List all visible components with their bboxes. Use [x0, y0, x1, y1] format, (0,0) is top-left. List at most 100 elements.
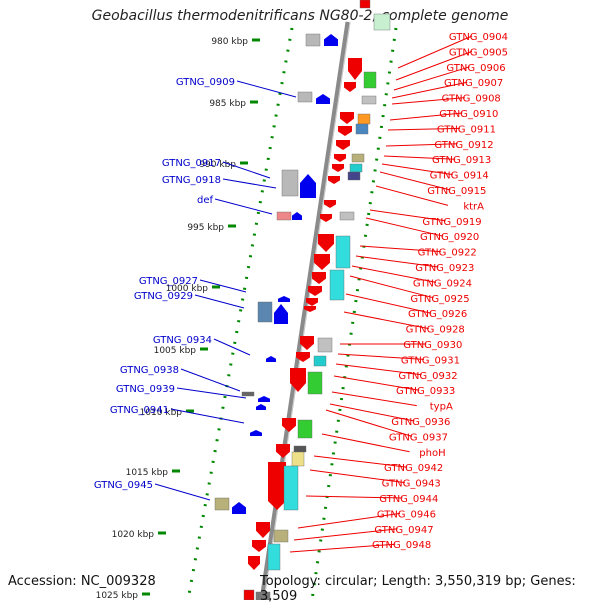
leader-line [383, 155, 456, 160]
feature-arrow [232, 502, 246, 514]
gene-label-gtng-0947[interactable]: GTNG_0947 [374, 525, 433, 536]
gene-label-gtng-0945[interactable]: GTNG_0945 [94, 480, 153, 491]
leader-line [359, 245, 441, 253]
gene-label-gtng-0905[interactable]: GTNG_0905 [449, 47, 508, 58]
gene-label-gtng-0910[interactable]: GTNG_0910 [439, 109, 498, 120]
scale-label-1000-kbp: 1000 kbp [166, 284, 209, 294]
gene-label-gtng-0936[interactable]: GTNG_0936 [391, 417, 450, 428]
feature-box [335, 235, 351, 269]
leader-line [213, 338, 251, 356]
gene-label-gtng-0908[interactable]: GTNG_0908 [442, 94, 501, 105]
gene-label-gtng-0923[interactable]: GTNG_0923 [415, 263, 474, 274]
gene-label-gtng-0920[interactable]: GTNG_0920 [420, 232, 479, 243]
feature-arrow [268, 462, 286, 510]
gene-label-gtng-0941[interactable]: GTNG_0941 [110, 405, 169, 416]
feature-box [297, 91, 313, 103]
feature-box [305, 33, 321, 47]
gene-label-gtng-0930[interactable]: GTNG_0930 [403, 340, 462, 351]
leader-line [293, 528, 398, 541]
leader-line [335, 363, 422, 376]
gene-label-gtng-0931[interactable]: GTNG_0931 [401, 355, 460, 366]
gene-label-gtng-0928[interactable]: GTNG_0928 [406, 325, 465, 336]
gene-label-gtng-0914[interactable]: GTNG_0914 [430, 171, 489, 182]
gene-label-gtng-0912[interactable]: GTNG_0912 [434, 140, 493, 151]
gene-label-gtng-0943[interactable]: GTNG_0943 [382, 479, 441, 490]
feature-box [361, 95, 377, 105]
feature-box [273, 529, 289, 543]
leader-line [321, 433, 410, 453]
leader-line [309, 469, 405, 484]
gene-label-gtng-0913[interactable]: GTNG_0913 [432, 155, 491, 166]
feature-arrow [314, 254, 330, 270]
gene-label-gtng-0944[interactable]: GTNG_0944 [379, 494, 438, 505]
gene-label-def[interactable]: def [197, 195, 214, 206]
leader-line [349, 275, 434, 299]
leader-line [289, 543, 396, 553]
feature-arrow [328, 176, 340, 184]
gene-label-gtng-0939[interactable]: GTNG_0939 [116, 384, 175, 395]
feature-box [267, 543, 281, 571]
feature-arrow [274, 304, 288, 324]
leader-line [176, 387, 247, 399]
gene-label-gtng-0933[interactable]: GTNG_0933 [396, 386, 455, 397]
gene-label-gtng-0934[interactable]: GTNG_0934 [153, 335, 212, 346]
feature-arrow [320, 214, 332, 222]
gene-label-gtng-0915[interactable]: GTNG_0915 [427, 186, 486, 197]
feature-box [243, 589, 255, 600]
leader-line [313, 455, 408, 468]
leader-line [395, 50, 473, 81]
gene-label-gtng-0924[interactable]: GTNG_0924 [413, 278, 472, 289]
gene-label-gtng-0948[interactable]: GTNG_0948 [372, 540, 431, 551]
feature-arrow [308, 286, 322, 296]
gene-label-gtng-0937[interactable]: GTNG_0937 [389, 432, 448, 443]
leader-line [236, 80, 297, 98]
feature-box [373, 13, 391, 31]
leader-line [389, 112, 463, 121]
gene-label-gtng-0929[interactable]: GTNG_0929 [134, 291, 193, 302]
feature-arrow [338, 126, 352, 136]
gene-label-gtng-0925[interactable]: GTNG_0925 [410, 294, 469, 305]
gene-label-gtng-0938[interactable]: GTNG_0938 [120, 365, 179, 376]
feature-box [347, 171, 361, 181]
feature-box [351, 153, 365, 163]
gene-label-gtng-0906[interactable]: GTNG_0906 [446, 63, 505, 74]
gene-label-gtng-0926[interactable]: GTNG_0926 [408, 309, 467, 320]
feature-arrow [300, 336, 314, 350]
gene-label-gtng-0911[interactable]: GTNG_0911 [437, 124, 496, 135]
gene-label-gtng-0917[interactable]: GTNG_0917 [162, 158, 221, 169]
feature-arrow [282, 418, 296, 432]
leader-line [325, 409, 413, 437]
feature-arrow [296, 352, 310, 362]
feature-box [329, 269, 345, 301]
gene-label-gtng-0918[interactable]: GTNG_0918 [162, 175, 221, 186]
feature-box [307, 371, 323, 395]
map-title: Geobacillus thermodenitrificans NG80-2, … [91, 8, 509, 24]
leader-line [214, 198, 273, 215]
feature-arrow [256, 404, 266, 410]
gene-label-gtng-0932[interactable]: GTNG_0932 [398, 371, 457, 382]
gene-label-gtng-0907[interactable]: GTNG_0907 [444, 78, 503, 89]
gene-label-typa[interactable]: typA [430, 402, 453, 413]
leader-line [397, 35, 473, 69]
feature-box [313, 355, 327, 367]
gene-label-ktra[interactable]: ktrA [463, 201, 484, 212]
gene-label-gtng-0904[interactable]: GTNG_0904 [449, 32, 508, 43]
feature-box [363, 71, 377, 89]
feature-arrow [252, 540, 266, 552]
gene-label-gtng-0922[interactable]: GTNG_0922 [418, 248, 477, 259]
scale-label-1010-kbp: 1010 kbp [140, 408, 183, 418]
gene-label-gtng-0919[interactable]: GTNG_0919 [422, 217, 481, 228]
gene-label-gtng-0946[interactable]: GTNG_0946 [377, 509, 436, 520]
leader-line [180, 368, 241, 392]
gene-label-gtng-0927[interactable]: GTNG_0927 [139, 276, 198, 287]
accession-label: Accession: NC_009328 [8, 574, 156, 589]
scale-label-990-kbp: 990 kbp [199, 160, 236, 170]
feature-box [297, 419, 313, 439]
feature-box [349, 163, 363, 173]
feature-arrow [306, 298, 318, 306]
gene-label-gtng-0942[interactable]: GTNG_0942 [384, 463, 443, 474]
gene-label-gtng-0909[interactable]: GTNG_0909 [176, 77, 235, 88]
gene-label-phoh[interactable]: phoH [419, 448, 445, 459]
leader-line [305, 495, 403, 499]
